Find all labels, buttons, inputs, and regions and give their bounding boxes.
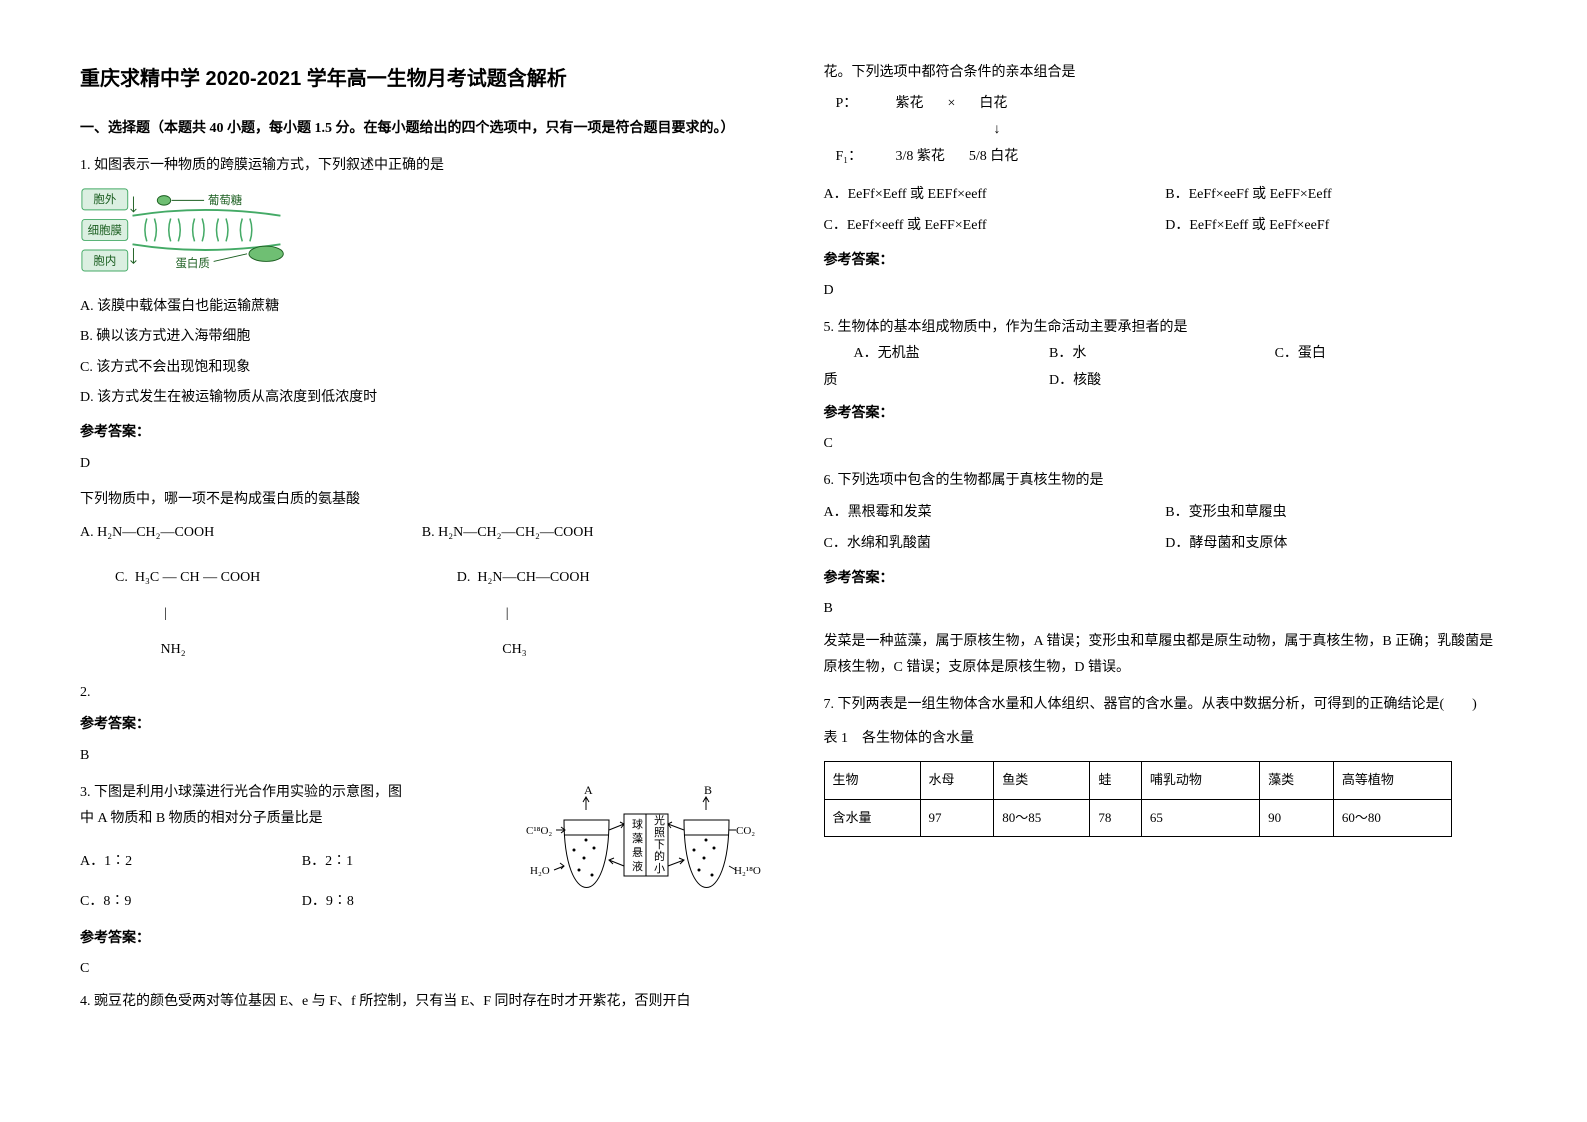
answer-label: 参考答案： [824, 566, 1508, 593]
q7-table: 生物 水母 鱼类 蛙 哺乳动物 藻类 高等植物 含水量 97 80～85 78 … [824, 761, 1453, 837]
svg-text:蛋白质: 蛋白质 [175, 256, 209, 270]
question-2: 下列物质中，哪一项不是构成蛋白质的氨基酸 A. H₂N—CH₂—COOH B. … [80, 487, 764, 769]
svg-text:下: 下 [654, 839, 665, 851]
q4-stem: 4. 豌豆花的颜色受两对等位基因 E、e 与 F、f 所控制，只有当 E、F 同… [80, 989, 764, 1016]
question-6: 6. 下列选项中包含的生物都属于真核生物的是 A．黑根霉和发菜 B．变形虫和草履… [824, 468, 1508, 682]
svg-text:藻: 藻 [632, 832, 643, 845]
q5-opt-a: A．无机盐 [824, 341, 1050, 368]
q4-stem-cont: 花。下列选项中都符合条件的亲本组合是 [824, 60, 1508, 87]
q3-opt-b: B．2∶1 [302, 847, 524, 878]
answer-label: 参考答案： [824, 401, 1508, 428]
svg-text:小: 小 [654, 862, 665, 875]
q1-answer: D [80, 451, 764, 478]
svg-text:球: 球 [632, 817, 643, 831]
question-3: 3. 下图是利用小球藻进行光合作用实验的示意图，图 中 A 物质和 B 物质的相… [80, 780, 764, 920]
q6-stem: 6. 下列选项中包含的生物都属于真核生物的是 [824, 468, 1508, 495]
q6-opt-b: B．变形虫和草履虫 [1165, 498, 1507, 529]
q1-opt-c: C. 该方式不会出现饱和现象 [80, 353, 764, 384]
q5-opt-c-tail: 质 [824, 368, 1050, 395]
q1-opt-b: B. 碘以该方式进入海带细胞 [80, 322, 764, 353]
svg-text:B: B [704, 783, 712, 797]
q3-stem1: 3. 下图是利用小球藻进行光合作用实验的示意图，图 [80, 780, 524, 807]
q4-opt-b: B．EeFf×eeFf 或 EeFF×Eeff [1165, 180, 1507, 211]
page-title: 重庆求精中学 2020-2021 学年高一生物月考试题含解析 [80, 60, 764, 98]
q2-number: 2. [80, 680, 764, 707]
q5-answer: C [824, 431, 1508, 458]
question-5: 5. 生物体的基本组成物质中，作为生命活动主要承担者的是 A．无机盐 B．水 C… [824, 315, 1508, 458]
q5-opt-d: D．核酸 [1049, 368, 1275, 395]
q6-explanation: 发菜是一种蓝藻，属于原核生物，A 错误；变形虫和草履虫都是原生动物，属于真核生物… [824, 629, 1508, 682]
q6-opt-a: A．黑根霉和发菜 [824, 498, 1166, 529]
q1-opt-a: A. 该膜中载体蛋白也能运输蔗糖 [80, 292, 764, 323]
q5-stem: 5. 生物体的基本组成物质中，作为生命活动主要承担者的是 [824, 315, 1508, 342]
q2-opt-b: B. H₂N—CH₂—CH₂—COOH [422, 518, 764, 549]
q3-opt-d: D．9∶8 [302, 887, 524, 918]
q6-opt-c: C．水绵和乳酸菌 [824, 529, 1166, 560]
q2-opt-c: C. H₃C — CH — COOH | NH₂ [80, 548, 422, 679]
question-1: 1. 如图表示一种物质的跨膜运输方式，下列叙述中正确的是 胞外 细胞膜 胞内 [80, 153, 764, 478]
q7-table-caption: 表 1 各生物体的含水量 [824, 726, 1508, 753]
q2-opt-a: A. H₂N—CH₂—COOH [80, 518, 422, 549]
answer-label: 参考答案： [824, 248, 1508, 275]
q3-diagram: A B 球 藻 悬 液 光 [524, 780, 764, 920]
q5-opt-b: B．水 [1049, 341, 1275, 368]
svg-text:CO₂: CO₂ [736, 825, 755, 837]
svg-text:光: 光 [654, 813, 665, 827]
svg-text:A: A [584, 783, 593, 797]
q1-opt-d: D. 该方式发生在被运输物质从高浓度到低浓度时 [80, 383, 764, 414]
q5-opt-c: C．蛋白 [1275, 341, 1501, 368]
svg-text:悬: 悬 [632, 846, 643, 859]
svg-text:细胞膜: 细胞膜 [88, 223, 122, 237]
q6-opt-d: D．酵母菌和支原体 [1165, 529, 1507, 560]
q6-answer: B [824, 596, 1508, 623]
svg-text:的: 的 [654, 849, 665, 863]
svg-text:葡萄糖: 葡萄糖 [208, 193, 243, 207]
svg-text:H₂O: H₂O [530, 865, 550, 877]
q4-answer: D [824, 278, 1508, 305]
q2-stem: 下列物质中，哪一项不是构成蛋白质的氨基酸 [80, 487, 764, 514]
q2-answer: B [80, 743, 764, 770]
q4-opt-a: A．EeFf×Eeff 或 EEFf×eeff [824, 180, 1166, 211]
question-7: 7. 下列两表是一组生物体含水量和人体组织、器官的含水量。从表中数据分析，可得到… [824, 692, 1508, 838]
svg-text:照: 照 [654, 826, 665, 839]
q4-opt-c: C．EeFf×eeff 或 EeFF×Eeff [824, 211, 1166, 242]
answer-label: 参考答案： [80, 712, 764, 739]
q3-answer: C [80, 956, 764, 983]
q7-stem: 7. 下列两表是一组生物体含水量和人体组织、器官的含水量。从表中数据分析，可得到… [824, 692, 1508, 719]
q2-opt-d: D. H₂N—CH—COOH | CH₃ [422, 548, 764, 679]
q3-stem2: 中 A 物质和 B 物质的相对分子质量比是 [80, 806, 524, 833]
section-header: 一、选择题（本题共 40 小题，每小题 1.5 分。在每小题给出的四个选项中，只… [80, 116, 764, 143]
q1-stem: 1. 如图表示一种物质的跨膜运输方式，下列叙述中正确的是 [80, 153, 764, 180]
answer-label: 参考答案： [80, 420, 764, 447]
q3-opt-c: C．8∶9 [80, 887, 302, 918]
q3-opt-a: A．1∶2 [80, 847, 302, 878]
svg-text:H₂¹⁸O: H₂¹⁸O [734, 865, 761, 877]
q4-cross-diagram: P： 紫花 × 白花 ↓ F₁： 3/8 紫花 5/8 白花 [824, 91, 1508, 171]
svg-text:C¹⁸O₂: C¹⁸O₂ [526, 825, 552, 837]
svg-text:液: 液 [632, 859, 643, 873]
svg-text:胞外: 胞外 [93, 192, 116, 206]
answer-label: 参考答案： [80, 926, 764, 953]
svg-text:胞内: 胞内 [93, 254, 116, 268]
q1-diagram: 胞外 细胞膜 胞内 葡萄糖 蛋白质 [80, 187, 290, 273]
q4-opt-d: D．EeFf×Eeff 或 EeFf×eeFf [1165, 211, 1507, 242]
